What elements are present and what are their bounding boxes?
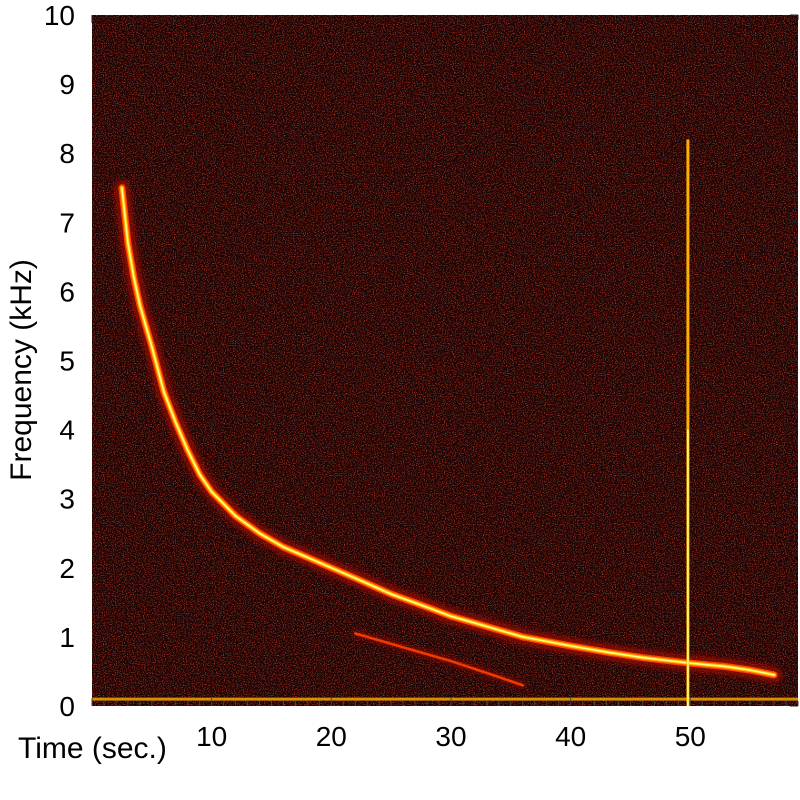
y-tick-label: 6 <box>59 276 75 307</box>
y-tick-label: 9 <box>59 69 75 100</box>
y-axis-title: Frequency (kHz) <box>5 259 38 481</box>
main-trace-core <box>121 187 775 676</box>
spectrogram-traces <box>92 139 798 706</box>
x-tick-label: 50 <box>675 721 706 752</box>
y-tick-label: 0 <box>59 691 75 722</box>
plot-noise-texture <box>92 15 798 706</box>
secondary-trace <box>354 632 525 687</box>
y-tick-label: 4 <box>59 415 75 446</box>
y-tick-label: 2 <box>59 553 75 584</box>
x-tick-label: 30 <box>435 721 466 752</box>
y-tick-label: 3 <box>59 484 75 515</box>
x-tick-label: 10 <box>196 721 227 752</box>
x-tick-label: 40 <box>555 721 586 752</box>
axis-ticks <box>91 14 799 707</box>
axis-tick-labels: 10 20 30 40 50 0 1 2 3 4 5 6 7 8 9 10 <box>44 0 706 752</box>
x-axis-title: Time (sec.) <box>18 732 167 765</box>
y-tick-label: 5 <box>59 346 75 377</box>
y-tick-label: 8 <box>59 138 75 169</box>
x-tick-label: 20 <box>316 721 347 752</box>
y-tick-label: 10 <box>44 0 75 31</box>
y-tick-label: 7 <box>59 207 75 238</box>
y-tick-label: 1 <box>59 622 75 653</box>
